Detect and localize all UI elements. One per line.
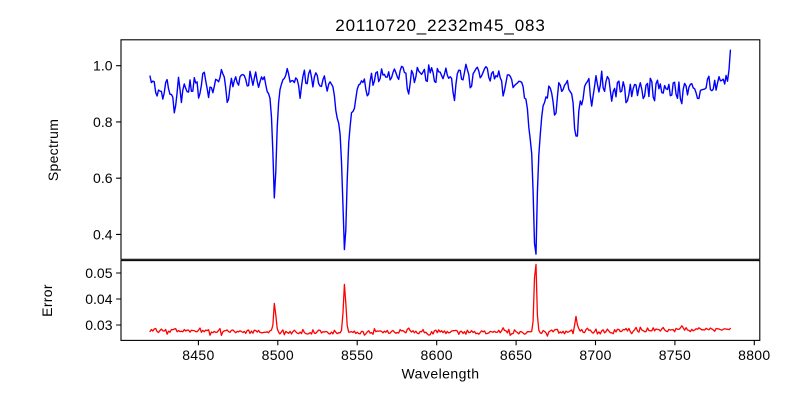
svg-text:0.6: 0.6	[93, 170, 113, 186]
svg-text:8700: 8700	[579, 347, 611, 363]
svg-text:0.03: 0.03	[85, 317, 112, 333]
svg-text:Spectrum: Spectrum	[45, 119, 61, 181]
svg-text:0.05: 0.05	[85, 265, 112, 281]
svg-text:8500: 8500	[262, 347, 294, 363]
svg-text:8800: 8800	[738, 347, 770, 363]
svg-text:8750: 8750	[659, 347, 691, 363]
svg-text:0.04: 0.04	[85, 291, 112, 307]
svg-text:8450: 8450	[182, 347, 214, 363]
svg-text:8550: 8550	[341, 347, 373, 363]
svg-text:Error: Error	[39, 284, 55, 317]
svg-text:20110720_2232m45_083: 20110720_2232m45_083	[335, 16, 546, 35]
svg-text:8650: 8650	[500, 347, 532, 363]
svg-text:1.0: 1.0	[93, 58, 113, 74]
svg-text:8600: 8600	[421, 347, 453, 363]
svg-text:0.4: 0.4	[93, 226, 113, 242]
svg-text:0.8: 0.8	[93, 114, 113, 130]
svg-text:Wavelength: Wavelength	[402, 366, 480, 382]
